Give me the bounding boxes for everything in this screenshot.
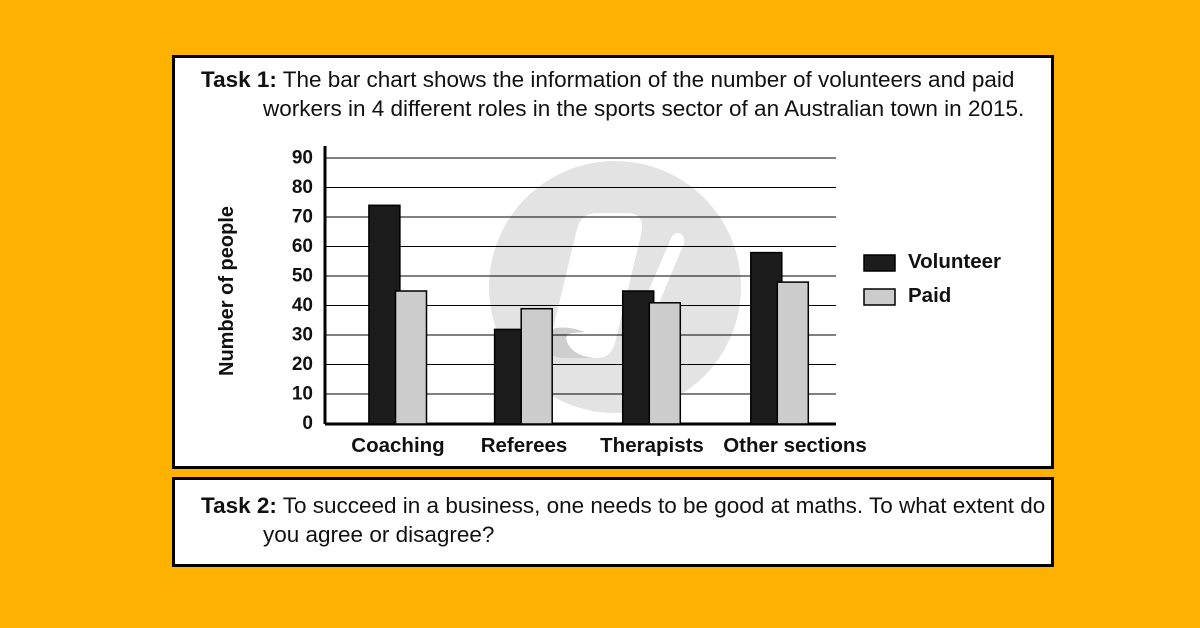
svg-text:0: 0 xyxy=(302,413,313,434)
svg-text:40: 40 xyxy=(292,295,313,316)
svg-text:80: 80 xyxy=(292,177,313,198)
svg-text:Other sections: Other sections xyxy=(723,434,867,457)
svg-text:Therapists: Therapists xyxy=(600,434,704,457)
svg-text:70: 70 xyxy=(292,207,313,228)
svg-text:10: 10 xyxy=(292,384,313,405)
svg-text:50: 50 xyxy=(292,266,313,287)
svg-text:Paid: Paid xyxy=(908,284,951,307)
svg-text:20: 20 xyxy=(292,354,313,375)
svg-text:Coaching: Coaching xyxy=(351,434,444,457)
svg-text:Referees: Referees xyxy=(481,434,568,457)
svg-text:Volunteer: Volunteer xyxy=(908,250,1001,273)
svg-text:60: 60 xyxy=(292,236,313,257)
svg-text:30: 30 xyxy=(292,325,313,346)
svg-text:Number of people: Number of people xyxy=(216,206,238,376)
svg-text:90: 90 xyxy=(292,148,313,169)
